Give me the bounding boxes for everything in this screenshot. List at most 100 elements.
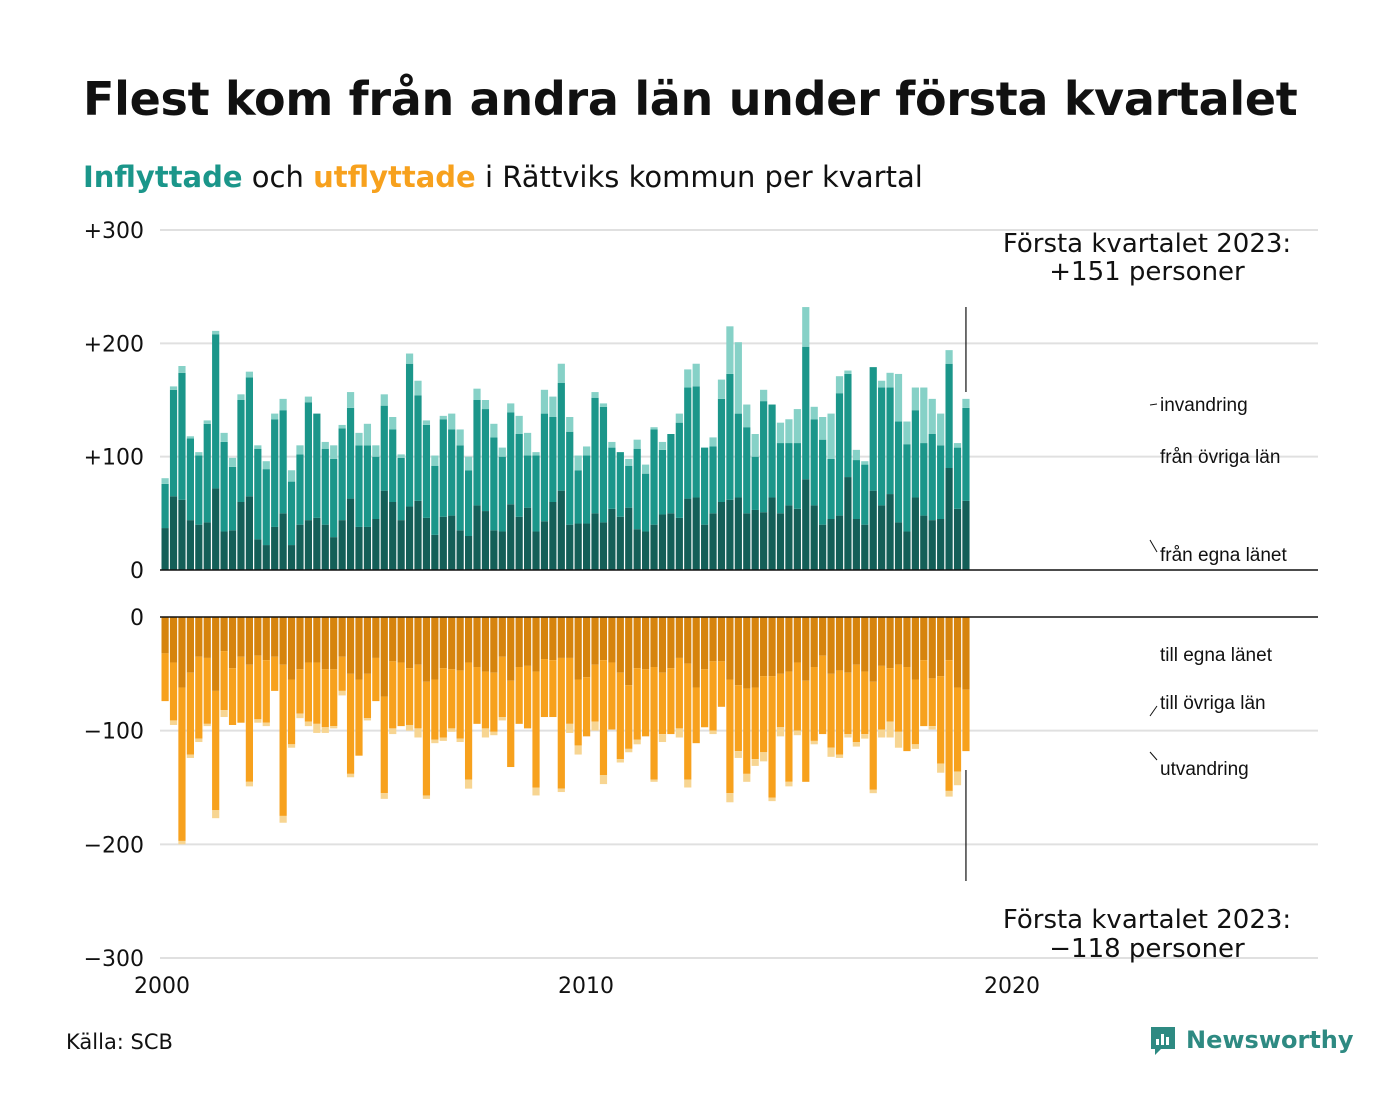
bar-in-other [793,443,801,509]
bar-in-abroad [169,386,178,390]
bar-in-abroad [549,396,557,417]
bar-in-own [254,539,262,570]
bar-out-other [481,671,490,729]
bar-in-own [625,507,633,570]
bar-out-own [760,617,768,677]
bar-out-own [338,617,346,657]
bar-in-other [776,443,785,514]
bar-out-abroad [599,774,608,785]
bar-out-other [658,672,667,735]
bar-in-own [228,530,237,570]
bar-out-other [321,669,329,728]
leader-in-abroad [1149,403,1158,406]
bar-in-own [540,521,549,570]
bar-out-own [254,617,262,656]
bar-in-own [852,519,860,570]
bar-out-other [414,664,422,729]
bar-in-own [439,516,447,570]
bar-in-own [945,468,953,570]
bar-in-abroad [212,330,220,335]
bar-in-other [743,427,751,514]
bar-in-abroad [389,417,397,430]
bar-out-other [962,689,970,752]
bar-in-other [212,334,220,489]
bar-out-other [405,668,414,725]
bar-in-own [776,513,785,570]
bar-in-own [751,509,759,570]
bar-out-own [389,617,397,662]
bar-in-abroad [414,380,422,396]
bar-out-own [751,617,759,688]
annotation-in-line2: +151 personer [1049,257,1245,287]
bar-in-abroad [372,445,380,457]
bar-in-own [287,545,296,570]
bar-out-abroad [734,751,742,758]
bar-in-abroad [844,370,852,374]
bar-in-own [616,516,624,570]
bar-out-abroad [566,723,574,733]
bar-in-own [498,531,506,570]
bar-out-own [819,617,827,656]
bar-in-abroad [920,387,928,444]
bar-in-other [591,397,599,514]
bar-out-own [296,617,304,670]
bar-in-own [313,517,321,570]
bar-out-own [844,617,852,673]
bar-in-abroad [684,369,692,388]
bar-out-other [507,680,515,768]
source-note: Källa: SCB [66,1030,173,1054]
bar-in-other [473,400,481,506]
bar-out-other [271,656,279,691]
bar-in-abroad [321,441,329,449]
bar-out-own [532,617,540,672]
bar-out-own [355,617,363,680]
bar-in-own [793,508,801,570]
bar-in-own [372,519,380,570]
bar-in-own [195,524,203,570]
bar-out-own [271,617,279,657]
bar-in-own [962,500,970,570]
bar-in-other [819,439,827,525]
bar-in-own [330,537,338,570]
bar-in-other [304,402,313,521]
bar-in-own [591,513,599,570]
bar-in-own [203,522,211,570]
bar-in-own [599,522,608,570]
bar-out-other [439,668,447,738]
bar-in-other [945,363,953,468]
bar-out-abroad [709,730,717,735]
bar-in-abroad [346,392,355,408]
bar-out-other [228,668,237,725]
bar-out-abroad [195,738,203,743]
bar-out-abroad [835,754,844,758]
bar-in-own [726,499,734,570]
bar-out-own [886,617,894,669]
label-in-other: från övriga län [1160,447,1280,468]
bar-in-abroad [886,372,894,388]
bar-out-abroad [321,727,329,733]
bar-in-other [380,405,388,491]
bar-out-own [962,617,970,690]
bar-out-abroad [953,771,962,786]
bar-in-abroad [262,461,270,470]
bar-out-other [186,672,194,755]
bar-out-abroad [658,734,667,743]
bar-out-abroad [279,815,287,823]
bar-out-own [726,617,734,680]
bar-out-abroad [448,728,456,732]
bar-out-abroad [869,789,877,794]
bar-in-abroad [338,424,346,429]
bar-out-abroad [203,723,211,727]
bar-in-other [490,437,498,531]
bar-in-own [709,513,717,570]
bar-in-abroad [566,417,574,432]
bar-in-own [414,500,422,570]
chart-title: Flest kom från andra län under första kv… [83,72,1298,126]
bar-out-other [903,667,911,752]
bar-in-other [346,407,355,499]
bar-in-own [658,514,667,570]
bar-in-other [271,419,279,527]
bar-out-own [911,617,919,680]
bar-out-abroad [481,728,490,738]
bar-in-abroad [296,445,304,455]
